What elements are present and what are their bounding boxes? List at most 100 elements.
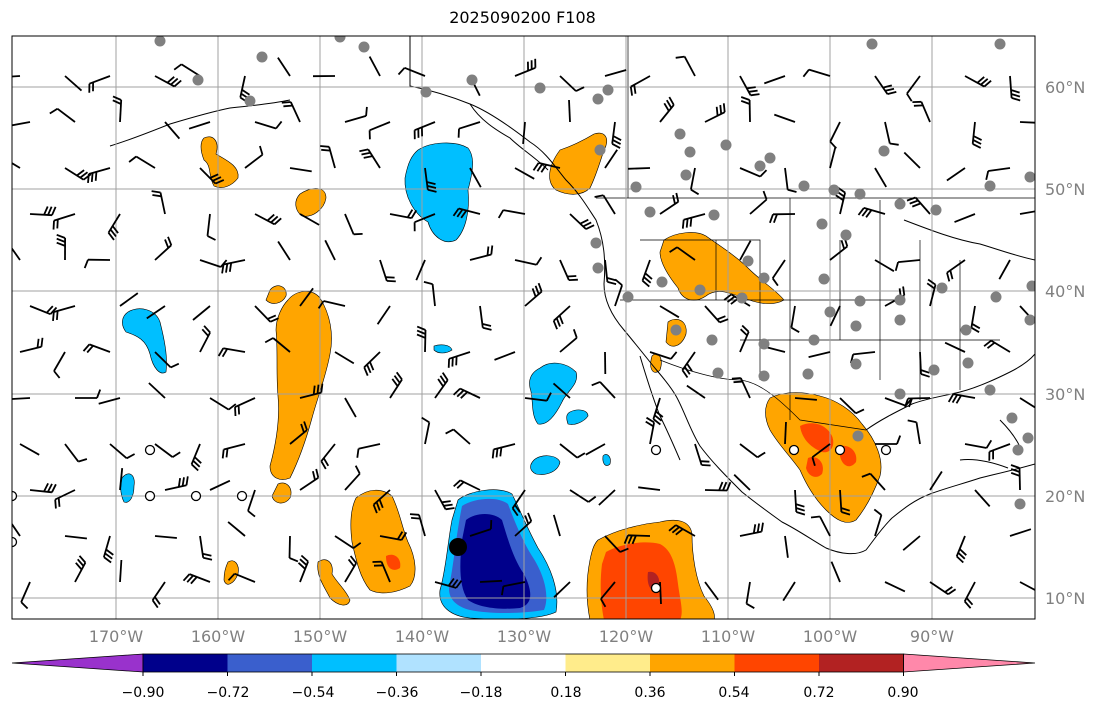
wind-barb xyxy=(423,281,436,307)
wind-barb xyxy=(964,75,992,88)
colorbar-extend-low xyxy=(11,653,144,673)
wind-barb xyxy=(511,489,526,517)
wind-barb xyxy=(452,207,481,219)
wind-barb xyxy=(983,339,1011,353)
station-dot xyxy=(850,358,862,370)
wind-barb xyxy=(413,121,436,140)
wind-barb xyxy=(524,392,552,402)
wind-barb xyxy=(244,145,264,169)
wind-barb xyxy=(154,535,177,539)
wind-barb xyxy=(344,465,361,491)
wind-barb xyxy=(445,428,471,445)
station-dot xyxy=(256,51,268,63)
wind-barb xyxy=(359,148,381,169)
wind-barb xyxy=(704,103,726,123)
map-title: 2025090200 F108 xyxy=(449,8,596,27)
wind-barb xyxy=(128,155,156,169)
wind-barb xyxy=(690,167,700,196)
wind-barb xyxy=(903,151,921,169)
colorbar-segment xyxy=(819,654,904,672)
colorbar-segment xyxy=(396,654,482,672)
wind-barb xyxy=(784,167,797,193)
wind-barb xyxy=(289,167,312,173)
wind-barb xyxy=(894,259,921,272)
wind-barb xyxy=(552,305,571,330)
wind-barb xyxy=(568,99,571,123)
lon-label: 100°W xyxy=(803,627,858,646)
wind-barb xyxy=(1019,581,1035,592)
colorbar-tick-label: −0.90 xyxy=(122,685,165,701)
wind-barb xyxy=(600,581,616,608)
wind-barb xyxy=(64,535,88,540)
wind-barb xyxy=(54,489,76,509)
wind-barb xyxy=(964,439,993,449)
wind-barb xyxy=(985,167,1011,180)
wind-barb xyxy=(963,581,976,609)
station-dot xyxy=(670,324,682,336)
wind-barb xyxy=(434,577,463,589)
wind-barb xyxy=(434,372,449,399)
wind-barb xyxy=(794,489,806,516)
wind-barb xyxy=(421,416,431,445)
wind-barb xyxy=(733,474,751,491)
station-dot xyxy=(154,36,166,47)
wind-barb xyxy=(434,489,455,511)
wind-barb xyxy=(12,397,31,400)
wind-barb xyxy=(591,381,616,399)
wind-barb xyxy=(740,96,751,123)
wind-barb xyxy=(874,167,887,188)
wind-barb xyxy=(532,162,561,173)
negative-anomaly-region xyxy=(566,409,589,425)
wind-barb xyxy=(334,351,355,365)
wind-barb xyxy=(164,121,181,140)
wind-barb xyxy=(739,75,760,97)
station-dot xyxy=(816,218,828,230)
wind-barb xyxy=(154,351,180,369)
wind-barb xyxy=(604,259,617,285)
wind-barb xyxy=(356,443,381,458)
positive-anomaly-region xyxy=(265,285,287,304)
calm-marker xyxy=(650,444,662,456)
station-dot xyxy=(420,86,432,98)
station-dot xyxy=(602,84,614,96)
wind-barb xyxy=(641,259,653,288)
station-dot xyxy=(674,128,686,140)
wind-barb xyxy=(970,305,981,333)
wind-barb xyxy=(839,397,865,415)
lat-label: 20°N xyxy=(1045,487,1085,506)
wind-barb xyxy=(119,292,139,307)
longitude-labels: 170°W 160°W 150°W 140°W 130°W 120°W 110°… xyxy=(89,627,954,646)
wind-barb xyxy=(704,305,729,324)
wind-barb xyxy=(344,555,357,583)
station-dot xyxy=(852,430,864,442)
wind-barb xyxy=(998,259,1011,280)
station-dot xyxy=(358,41,370,53)
station-markers xyxy=(12,36,1035,594)
colorbar-segment xyxy=(565,654,651,672)
station-dot xyxy=(840,229,852,241)
wind-barb xyxy=(234,397,256,417)
wind-barb xyxy=(552,514,561,537)
wind-barb xyxy=(946,167,966,182)
wind-barb xyxy=(415,259,426,281)
wind-barb xyxy=(12,75,21,78)
station-dot xyxy=(1014,498,1026,510)
wind-barb xyxy=(112,95,123,123)
wind-barb xyxy=(652,397,664,426)
wind-barb xyxy=(29,305,58,316)
wind-barb xyxy=(638,486,661,491)
wind-barb xyxy=(569,213,595,230)
wind-barb xyxy=(447,351,471,368)
wind-barb xyxy=(782,581,796,602)
wind-barb xyxy=(861,472,886,491)
wind-barb xyxy=(929,471,943,491)
political-borders xyxy=(596,36,1035,431)
calm-marker xyxy=(880,444,892,456)
wind-barb xyxy=(645,416,655,445)
wind-barb xyxy=(277,57,291,77)
wind-barb xyxy=(320,145,336,169)
wind-barb xyxy=(773,113,796,123)
station-dot xyxy=(644,206,656,218)
calm-marker xyxy=(650,582,662,594)
wind-barb xyxy=(151,190,166,215)
